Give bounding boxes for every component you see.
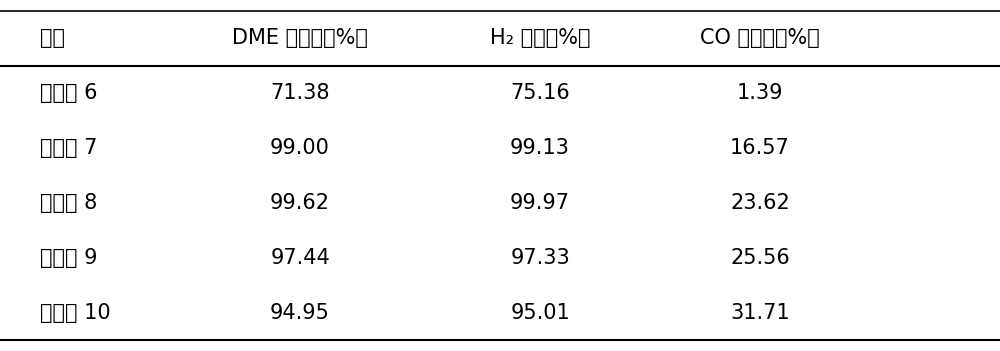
Text: 97.33: 97.33 — [510, 248, 570, 268]
Text: 实施例 6: 实施例 6 — [40, 83, 98, 103]
Text: 95.01: 95.01 — [510, 303, 570, 323]
Text: 75.16: 75.16 — [510, 83, 570, 103]
Text: 编号: 编号 — [40, 28, 65, 48]
Text: 实施例 10: 实施例 10 — [40, 303, 111, 323]
Text: 97.44: 97.44 — [270, 248, 330, 268]
Text: 实施例 9: 实施例 9 — [40, 248, 98, 268]
Text: 实施例 8: 实施例 8 — [40, 193, 97, 213]
Text: 71.38: 71.38 — [270, 83, 330, 103]
Text: 实施例 7: 实施例 7 — [40, 138, 97, 158]
Text: 23.62: 23.62 — [730, 193, 790, 213]
Text: 94.95: 94.95 — [270, 303, 330, 323]
Text: 99.00: 99.00 — [270, 138, 330, 158]
Text: 99.13: 99.13 — [510, 138, 570, 158]
Text: 31.71: 31.71 — [730, 303, 790, 323]
Text: 99.62: 99.62 — [270, 193, 330, 213]
Text: 99.97: 99.97 — [510, 193, 570, 213]
Text: 16.57: 16.57 — [730, 138, 790, 158]
Text: DME 转化率（%）: DME 转化率（%） — [232, 28, 368, 48]
Text: CO 选择性（%）: CO 选择性（%） — [700, 28, 820, 48]
Text: 25.56: 25.56 — [730, 248, 790, 268]
Text: 1.39: 1.39 — [737, 83, 783, 103]
Text: H₂ 产率（%）: H₂ 产率（%） — [490, 28, 590, 48]
